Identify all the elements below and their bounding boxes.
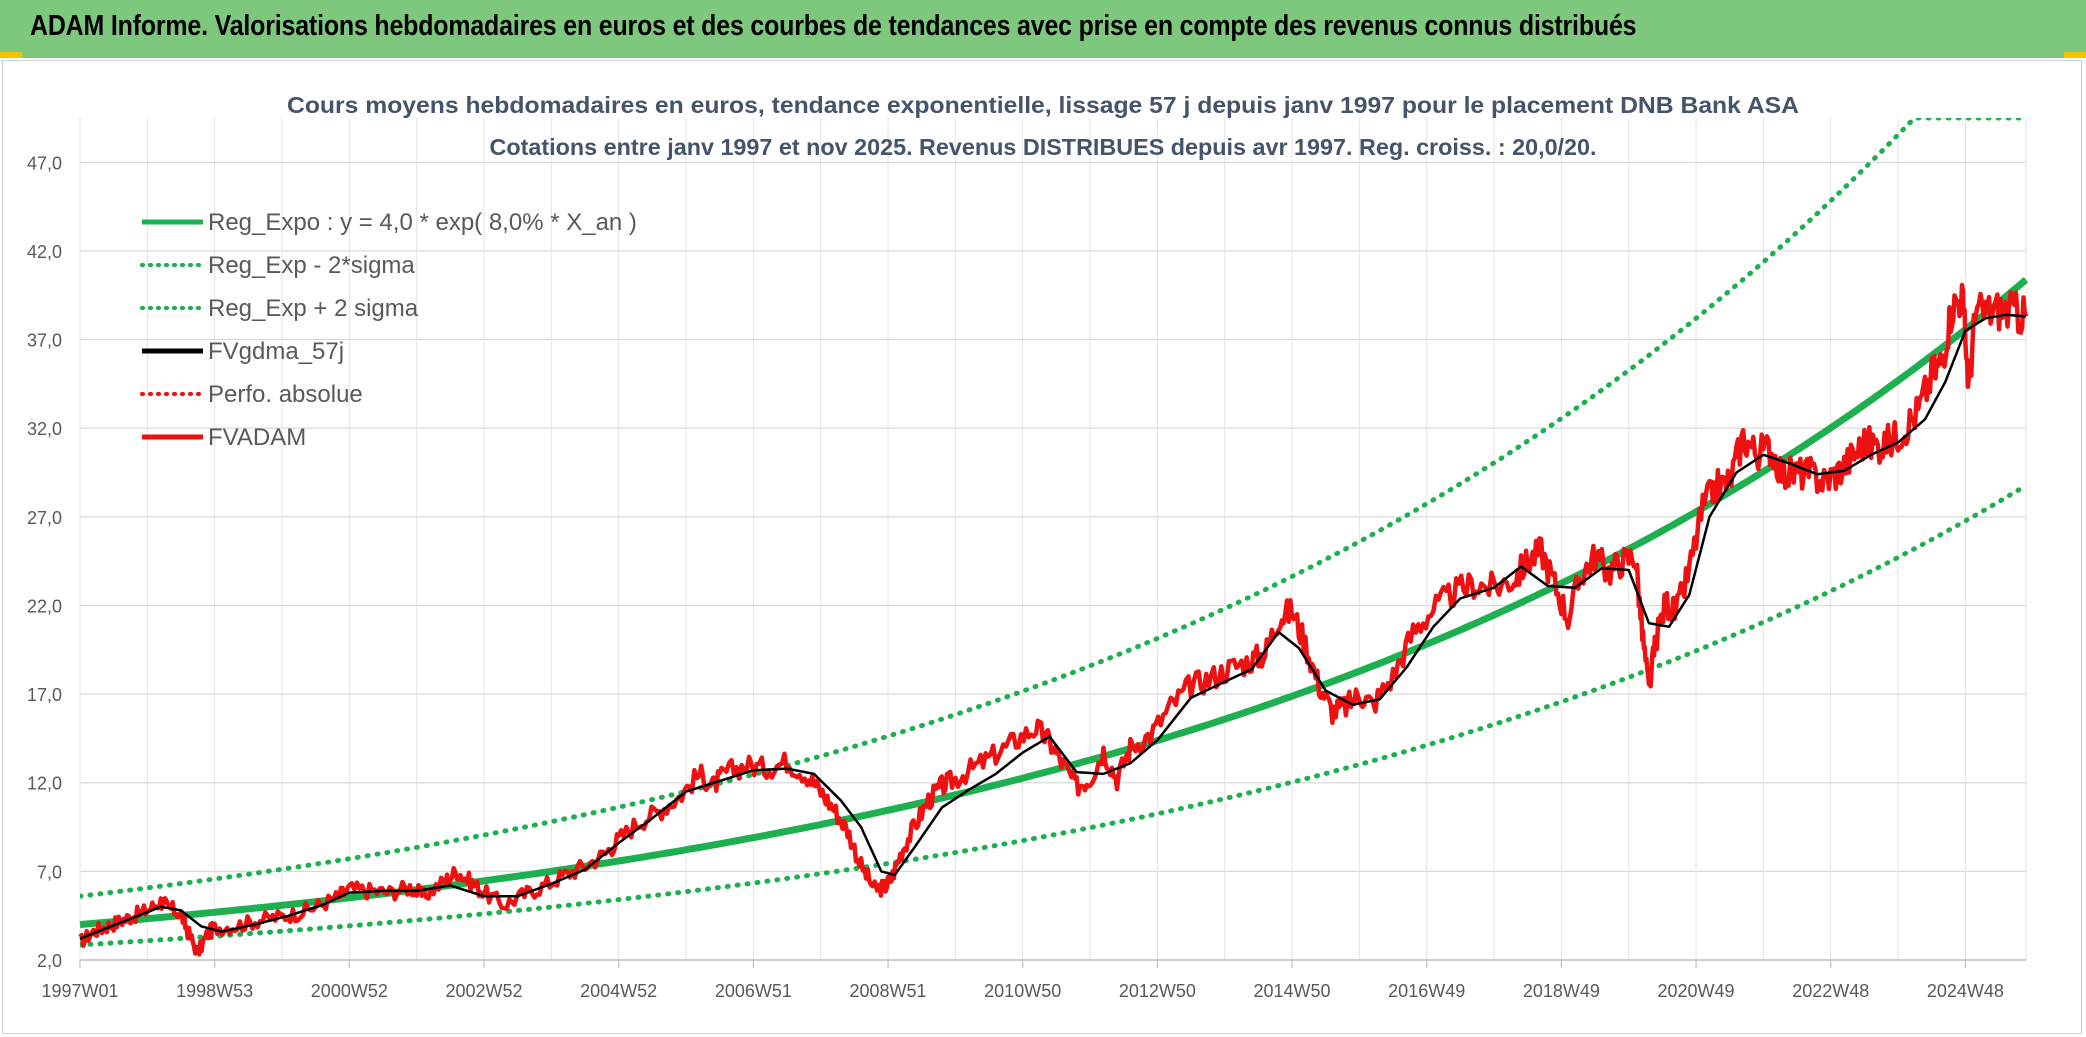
corner-marker-right (2064, 52, 2086, 58)
x-tick-label: 2018W49 (1523, 981, 1600, 1001)
y-tick-label: 47,0 (27, 153, 62, 173)
chart-frame (2, 60, 2082, 1034)
legend: Reg_Expo : y = 4,0 * exp( 8,0% * X_an ) R… (140, 209, 637, 451)
y-tick-label: 17,0 (27, 685, 62, 705)
y-tick-label: 42,0 (27, 242, 62, 262)
series-reg-plus-2sigma (80, 118, 2026, 899)
x-tick-label: 2022W48 (1792, 981, 1869, 1001)
legend-label: FVgdma_57j (208, 338, 344, 365)
series-reg-expo (79, 277, 2029, 928)
series-fvadam (78, 282, 2029, 957)
x-tick-label: 2002W52 (445, 981, 522, 1001)
x-tick-label: 2020W49 (1658, 981, 1735, 1001)
y-tick-label: 32,0 (27, 419, 62, 439)
legend-label: Reg_Expo : y = 4,0 * exp( 8,0% * X_an ) (208, 209, 637, 236)
y-tick-label: 22,0 (27, 596, 62, 616)
legend-label: Reg_Exp - 2*sigma (208, 252, 415, 279)
x-tick-label: 2004W52 (580, 981, 657, 1001)
x-tick-label: 2008W51 (849, 981, 926, 1001)
corner-marker-left (0, 52, 22, 58)
y-tick-label: 12,0 (27, 774, 62, 794)
chart-title: Cours moyens hebdomadaires en euros, ten… (287, 92, 1799, 160)
y-tick-label: 27,0 (27, 508, 62, 528)
x-tick-label: 1997W01 (41, 981, 118, 1001)
page-title: ADAM Informe. Valorisations hebdomadaire… (30, 10, 1637, 42)
x-tick-label: 2012W50 (1119, 981, 1196, 1001)
x-tick-label: 2014W50 (1254, 981, 1331, 1001)
legend-label: FVADAM (208, 424, 306, 451)
x-tick-label: 2006W51 (715, 981, 792, 1001)
x-tick-label: 2010W50 (984, 981, 1061, 1001)
x-tick-label: 2000W52 (311, 981, 388, 1001)
series-fvgdma-57j (79, 313, 2027, 940)
y-tick-label: 7,0 (37, 862, 62, 882)
y-tick-label: 37,0 (27, 331, 62, 351)
axes-layer: 2,0 7,0 12,0 17,0 22,0 27,0 32,0 37,0 42,0 47,0 19… (27, 153, 2026, 1001)
x-tick-label: 1998W53 (176, 981, 253, 1001)
series-reg-minus-2sigma (80, 483, 2026, 948)
legend-label: Reg_Exp + 2 sigma (208, 295, 419, 322)
chart-title-line-2: Cotations entre janv 1997 et nov 2025. R… (490, 134, 1597, 160)
y-tick-label: 2,0 (37, 951, 62, 971)
series-layer (78, 118, 2029, 957)
chart-title-line-1: Cours moyens hebdomadaires en euros, ten… (287, 92, 1799, 118)
header-banner: ADAM Informe. Valorisations hebdomadaire… (0, 0, 2086, 58)
x-tick-label: 2024W48 (1927, 981, 2004, 1001)
legend-label: Perfo. absolue (208, 381, 363, 408)
x-tick-label: 2016W49 (1388, 981, 1465, 1001)
